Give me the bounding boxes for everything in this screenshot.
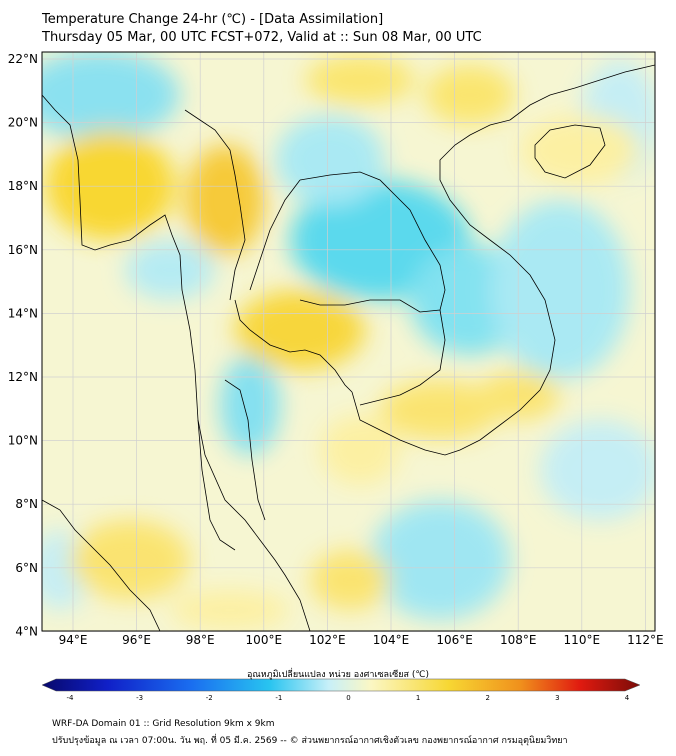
map-title: Temperature Change 24-hr (℃) - [Data Ass… (42, 12, 384, 27)
colorbar-tick-label: -4 (67, 694, 75, 702)
colorbar-tick-label: 2 (486, 694, 490, 702)
colorbar-tick-label: 0 (346, 694, 350, 702)
colorbar-gradient (41, 678, 641, 692)
colorbar-tick-label: -2 (206, 694, 213, 702)
map-frame (41, 51, 656, 632)
lat-tick-label: 22°N (8, 52, 38, 66)
lon-tick-label: 98°E (186, 633, 215, 647)
lat-tick-label: 10°N (8, 434, 38, 448)
colorbar-tick-label: 4 (625, 694, 630, 702)
coastlines (42, 64, 655, 631)
lon-tick-label: 94°E (59, 633, 88, 647)
lon-tick-label: 108°E (500, 633, 537, 647)
lat-tick-label: 8°N (15, 497, 38, 511)
colorbar-tick-label: 3 (555, 694, 559, 702)
colorbar-tick-label: -3 (136, 694, 143, 702)
lat-tick-label: 4°N (15, 624, 38, 638)
temperature-field (42, 52, 655, 631)
lon-tick-label: 110°E (564, 633, 601, 647)
footer-credit: ปรับปรุงข้อมูล ณ เวลา 07:00น. วัน พฤ. ที… (52, 736, 568, 746)
lat-tick-label: 18°N (8, 179, 38, 193)
lon-tick-label: 104°E (373, 633, 410, 647)
lat-tick-label: 16°N (8, 243, 38, 257)
lon-tick-label: 100°E (246, 633, 283, 647)
lat-tick-label: 12°N (8, 370, 38, 384)
lon-tick-label: 112°E (627, 633, 664, 647)
map-subtitle: Thursday 05 Mar, 00 UTC FCST+072, Valid … (42, 30, 482, 45)
lon-tick-label: 106°E (436, 633, 473, 647)
colorbar-tick-label: 1 (416, 694, 420, 702)
longitude-tick-labels: 94°E 96°E 98°E 100°E 102°E 104°E 106°E 108°E 110… (59, 633, 664, 647)
latitude-tick-labels: 22°N 20°N 18°N 16°N 14°N 12°N 10°N 8°N 6°N 4°N (8, 52, 38, 638)
lat-tick-label: 6°N (15, 561, 38, 575)
lon-tick-label: 102°E (309, 633, 346, 647)
colorbar-tick-label: -1 (275, 694, 282, 702)
lon-tick-label: 96°E (122, 633, 151, 647)
colorbar: -4 -3 -2 -1 0 1 2 3 4 (41, 678, 641, 702)
lat-tick-label: 14°N (8, 306, 38, 320)
footer-model-info: WRF-DA Domain 01 :: Grid Resolution 9km … (52, 719, 275, 729)
lat-tick-label: 20°N (8, 116, 38, 130)
colorbar-label: อุณหภูมิเปลี่ยนแปลง หน่วย องศาเซลเซียส (… (246, 670, 430, 680)
